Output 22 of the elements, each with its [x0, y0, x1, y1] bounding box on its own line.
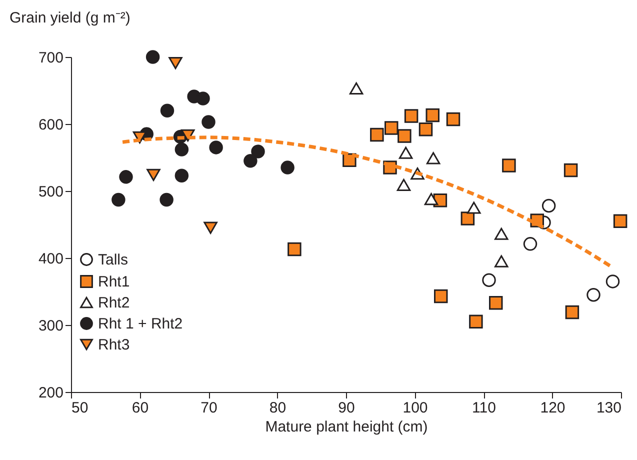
legend-label: Rht2	[98, 294, 130, 312]
y-tick-label: 200	[38, 384, 64, 402]
legend-label: Rht3	[98, 336, 130, 354]
legend-label: Talls	[98, 252, 128, 268]
x-tick-label: 120	[540, 400, 566, 416]
x-axis-title: Mature plant height (cm)	[265, 418, 428, 436]
x-tick-label: 110	[472, 400, 496, 416]
x-tick-label: 100	[402, 400, 428, 416]
legend-label: Rht1	[98, 274, 130, 290]
y-tick-label: 600	[38, 116, 64, 134]
y-tick-label: 700	[38, 50, 64, 66]
x-tick-label: 130	[596, 400, 622, 416]
y-tick-label: 500	[38, 184, 64, 200]
legend-label: Rht 1 + Rht2	[98, 316, 183, 332]
x-tick-label: 60	[132, 400, 149, 416]
y-tick-label: 300	[38, 318, 64, 334]
y-tick-label: 400	[38, 250, 64, 268]
x-tick-label: 80	[269, 400, 286, 416]
y-axis-title: Grain yield (g m⁻²)	[10, 10, 130, 26]
x-tick-label: 50	[72, 400, 88, 416]
x-tick-label: 90	[338, 400, 355, 416]
x-tick-label: 70	[200, 400, 218, 416]
